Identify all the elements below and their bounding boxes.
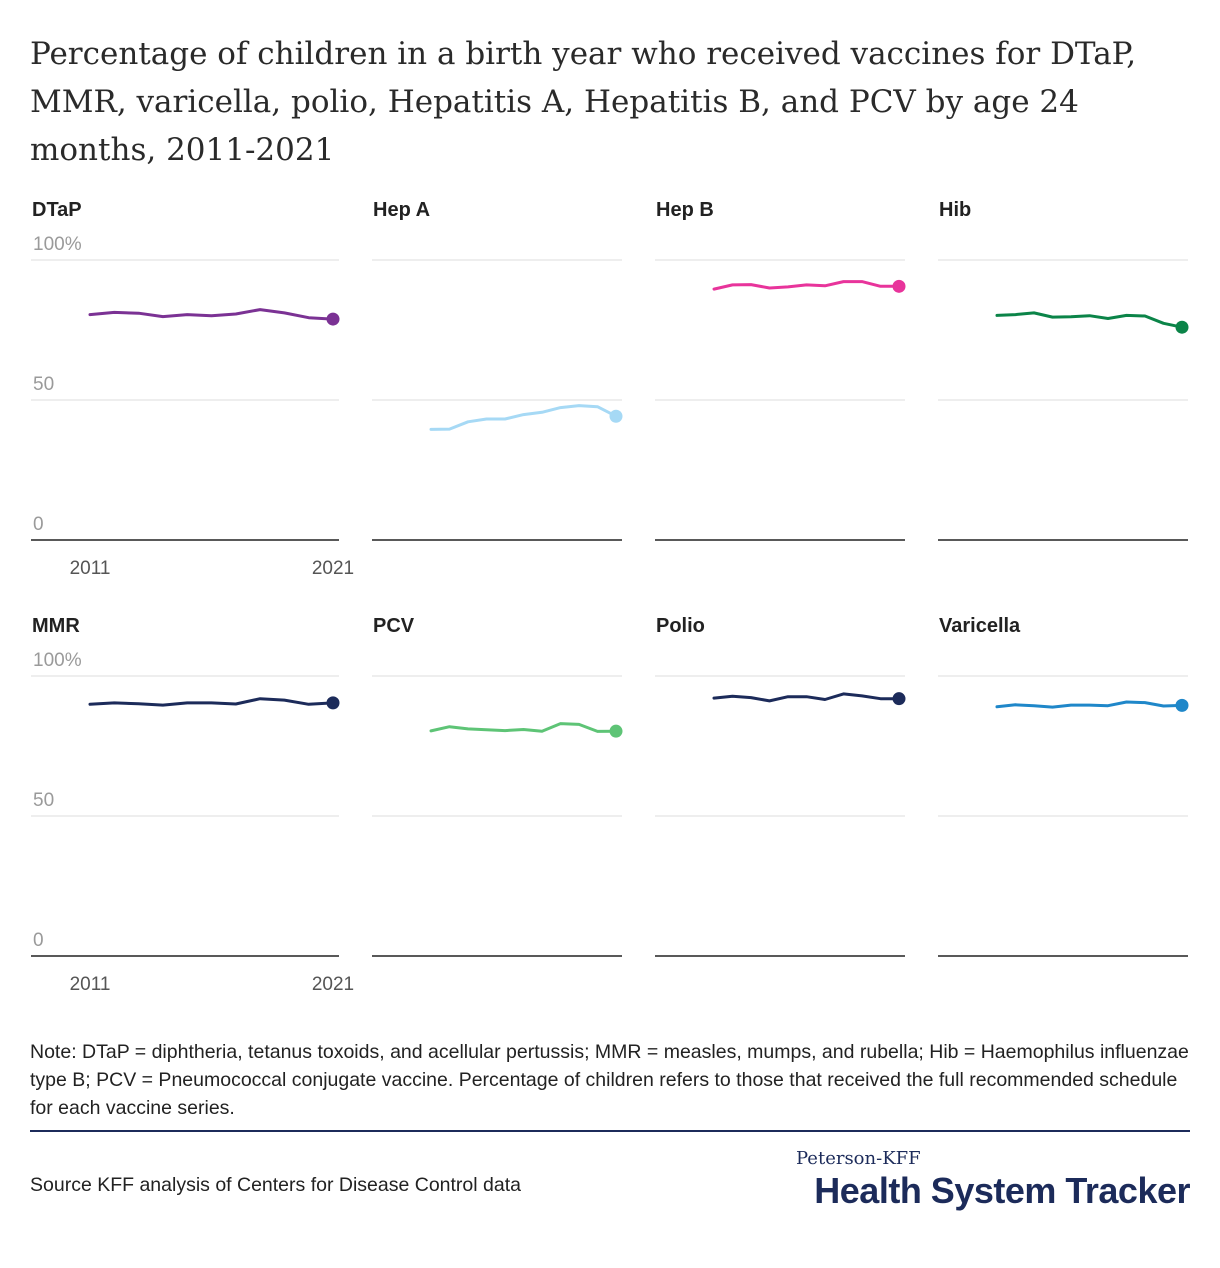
series-line-hib bbox=[995, 311, 1184, 329]
panel-title-mmr: MMR bbox=[32, 615, 80, 637]
end-point-pcv bbox=[609, 724, 623, 738]
series-line-pcv bbox=[429, 722, 618, 733]
chart-note: Note: DTaP = diphtheria, tetanus toxoids… bbox=[30, 1041, 1189, 1119]
end-point-hep-a bbox=[609, 409, 623, 423]
y-tick-label: 0 bbox=[33, 930, 44, 951]
y-tick-label: 50 bbox=[33, 374, 54, 395]
panel-title-dtap: DTaP bbox=[32, 199, 82, 221]
y-tick-label: 100% bbox=[33, 234, 82, 255]
x-tick-label: 2011 bbox=[70, 558, 111, 579]
y-tick-label: 100% bbox=[33, 650, 82, 671]
panel-title-polio: Polio bbox=[656, 615, 705, 637]
series-line-polio bbox=[712, 692, 901, 703]
panel-title-varicella: Varicella bbox=[939, 615, 1021, 637]
y-tick-label: 0 bbox=[33, 514, 44, 535]
footer-divider bbox=[30, 1130, 1190, 1132]
series-line-hep-b bbox=[712, 280, 901, 291]
logo-health-system-tracker: Health System Tracker bbox=[814, 1170, 1190, 1211]
series-line-hep-a bbox=[429, 404, 618, 431]
end-point-dtap bbox=[326, 312, 340, 326]
end-point-hib bbox=[1175, 320, 1189, 334]
series-line-dtap bbox=[88, 308, 335, 321]
panel-title-hep-a: Hep A bbox=[373, 199, 430, 221]
y-tick-label: 50 bbox=[33, 790, 54, 811]
panel-title-pcv: PCV bbox=[373, 615, 415, 637]
series-line-varicella bbox=[995, 700, 1184, 709]
end-point-hep-b bbox=[892, 279, 906, 293]
logo-peterson-kff: Peterson-KFF bbox=[796, 1148, 921, 1169]
x-tick-label: 2011 bbox=[70, 974, 111, 995]
end-point-mmr bbox=[326, 696, 340, 710]
chart-title: Percentage of children in a birth year w… bbox=[30, 36, 1137, 168]
x-tick-label: 2021 bbox=[312, 974, 354, 995]
series-line-mmr bbox=[88, 697, 335, 707]
end-point-polio bbox=[892, 692, 906, 706]
source-text: Source KFF analysis of Centers for Disea… bbox=[30, 1174, 521, 1196]
panel-title-hib: Hib bbox=[939, 199, 971, 221]
small-multiples-chart: DTaP 0 50 100% 2011 2021 Hep A Hep B Hib MMR 0 50 10… bbox=[31, 199, 1189, 995]
x-tick-label: 2021 bbox=[312, 558, 354, 579]
end-point-varicella bbox=[1175, 698, 1189, 712]
panel-title-hep-b: Hep B bbox=[656, 199, 714, 221]
